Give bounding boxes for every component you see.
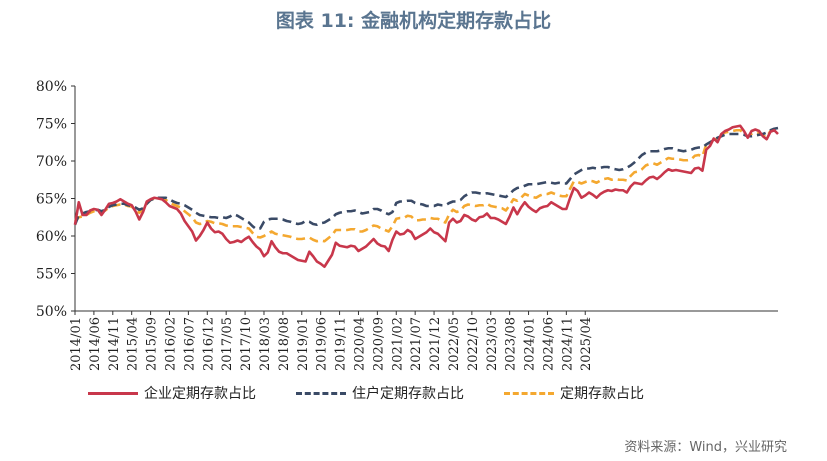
y-tick-label: 50%: [36, 304, 67, 320]
y-tick-label: 60%: [36, 229, 67, 245]
x-tick-label: 2014/01: [69, 317, 84, 371]
x-tick-label: 2022/10: [466, 317, 481, 371]
x-tick-label: 2024/01: [523, 317, 538, 371]
x-tick-label: 2024/11: [560, 317, 575, 371]
x-tick-label: 2020/09: [371, 317, 386, 371]
x-tick-label: 2021/07: [409, 317, 424, 371]
chart-title: 图表 11: 金融机构定期存款占比: [275, 10, 552, 32]
x-tick-label: 2016/02: [163, 317, 178, 371]
x-tick-label: 2017/05: [220, 317, 235, 371]
x-tick-label: 2023/08: [504, 317, 519, 371]
legend-item-total: 定期存款占比: [504, 383, 644, 403]
y-tick-label: 65%: [36, 192, 67, 208]
series-line-corporate: [73, 124, 779, 269]
y-tick-label: 75%: [36, 117, 67, 133]
y-tick-label: 70%: [36, 154, 67, 170]
x-tick-label: 2021/12: [428, 317, 443, 371]
x-tick-label: 2020/04: [352, 317, 367, 371]
source-note: 资料来源：Wind，兴业研究: [624, 440, 787, 455]
x-tick-label: 2017/10: [239, 317, 254, 371]
x-tick-label: 2019/06: [315, 317, 330, 371]
x-tick-label: 2019/01: [296, 317, 311, 371]
legend-label-corporate: 企业定期存款占比: [144, 386, 256, 402]
x-tick-label: 2021/02: [390, 317, 405, 371]
legend-label-total: 定期存款占比: [560, 386, 644, 402]
legend-swatch-corporate: [88, 391, 138, 395]
legend-label-household: 住户定期存款占比: [352, 386, 464, 402]
x-tick-label: 2014/06: [88, 317, 103, 371]
y-axis: 50% 55% 60% 65% 70% 75% 80%: [36, 79, 76, 320]
x-tick-label: 2015/04: [126, 317, 141, 371]
legend-swatch-total: [504, 391, 554, 395]
x-tick-label: 2014/11: [107, 317, 122, 371]
x-tick-label: 2016/12: [201, 317, 216, 371]
y-tick-label: 80%: [36, 79, 67, 95]
legend: 企业定期存款占比 住户定期存款占比 定期存款占比: [88, 383, 644, 403]
x-tick-label: 2018/03: [258, 317, 273, 371]
x-axis: 2014/01 2014/06 2014/11 2015/04 2015/09 2016/…: [69, 310, 778, 371]
series-lines: [73, 124, 779, 269]
x-tick-label: 2024/06: [541, 317, 556, 371]
x-tick-label: 2019/11: [334, 317, 349, 371]
x-tick-label: 2018/08: [277, 317, 292, 371]
legend-item-corporate: 企业定期存款占比: [88, 383, 256, 403]
series-line-household: [73, 126, 779, 231]
x-tick-label: 2022/05: [447, 317, 462, 371]
x-tick-label: 2016/07: [182, 317, 197, 371]
y-tick-label: 55%: [36, 267, 67, 283]
x-tick-label: 2025/04: [579, 317, 594, 371]
x-tick-label: 2023/03: [485, 317, 500, 371]
series-line-total: [74, 128, 779, 243]
legend-swatch-household: [296, 391, 346, 395]
legend-item-household: 住户定期存款占比: [296, 383, 464, 403]
x-tick-label: 2015/09: [145, 317, 160, 371]
